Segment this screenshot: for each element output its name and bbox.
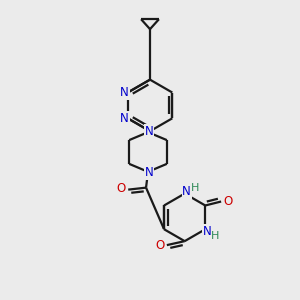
Text: H: H — [190, 183, 199, 193]
Text: O: O — [155, 238, 164, 252]
Text: N: N — [203, 225, 212, 238]
Text: H: H — [211, 231, 219, 241]
Text: N: N — [145, 166, 153, 179]
Text: N: N — [182, 185, 191, 198]
Text: O: O — [117, 182, 126, 195]
Text: N: N — [145, 125, 153, 138]
Text: N: N — [120, 112, 129, 125]
Text: O: O — [224, 195, 233, 208]
Text: N: N — [120, 86, 129, 99]
